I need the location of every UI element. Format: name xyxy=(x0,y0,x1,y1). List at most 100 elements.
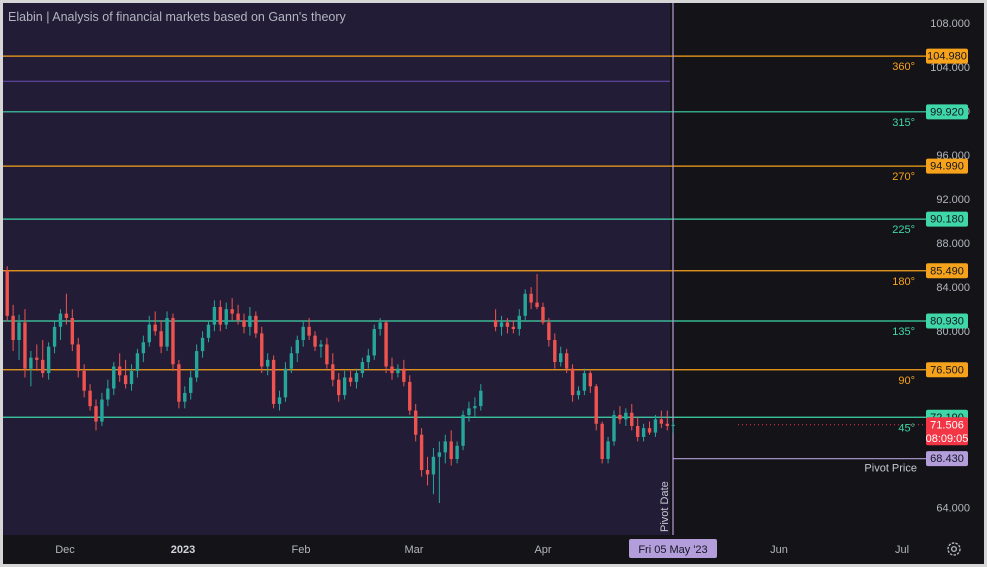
candle-25 xyxy=(153,311,157,336)
candle-38 xyxy=(230,298,234,321)
candle-94 xyxy=(570,364,575,402)
candle-59 xyxy=(354,368,359,389)
candle-40 xyxy=(242,313,246,334)
candle-104 xyxy=(630,403,634,431)
candle-95 xyxy=(576,386,581,400)
candle-5 xyxy=(35,344,39,371)
candle-97 xyxy=(588,370,593,393)
candle-92 xyxy=(559,346,563,367)
time-tick-5: Jun xyxy=(770,544,788,556)
candle-20 xyxy=(123,359,128,389)
pivot-lines: Pivot Price Pivot Date xyxy=(659,3,967,535)
chart-canvas[interactable]: Pivot Price Pivot Date 360° 315° 270° 225° 18… xyxy=(3,3,984,564)
candle-55 xyxy=(331,353,335,387)
price-tick-7: 80.000 xyxy=(936,326,970,338)
candle-49 xyxy=(295,335,299,363)
candle-39 xyxy=(236,304,240,325)
candle-96 xyxy=(582,368,587,396)
candle-8 xyxy=(52,321,57,354)
gann-level-badge-6-label: 76.500 xyxy=(930,364,964,376)
pivot-price-badge-label: 68.430 xyxy=(930,453,964,465)
candle-88 xyxy=(535,273,539,310)
candle-52 xyxy=(313,331,317,352)
candle-100 xyxy=(606,436,610,464)
candle-82 xyxy=(499,315,504,336)
candle-75 xyxy=(449,430,453,466)
candle-3 xyxy=(23,309,27,378)
candle-36 xyxy=(218,300,223,332)
candle-30 xyxy=(183,386,187,409)
candle-71 xyxy=(425,456,430,486)
chart-window[interactable]: Pivot Price Pivot Date 360° 315° 270° 225° 18… xyxy=(3,3,984,564)
gann-angle-label-6: 90° xyxy=(898,375,915,387)
pivot-date-text: Pivot Date xyxy=(659,481,671,532)
candle-50 xyxy=(301,320,305,347)
candle-17 xyxy=(106,379,110,407)
gann-angle-label-0: 360° xyxy=(892,61,915,73)
gann-level-badge-2-label: 94.990 xyxy=(930,161,964,173)
candle-31 xyxy=(189,370,193,400)
candle-62 xyxy=(372,324,376,360)
candle-29 xyxy=(177,359,181,409)
candle-14 xyxy=(88,384,92,411)
candle-84 xyxy=(511,320,516,334)
candle-108 xyxy=(653,414,658,437)
time-axis: Dec 2023 Feb Mar Apr Jun Jul Fri 05 May '23 xyxy=(55,539,909,558)
gann-level-badge-4-label: 85.490 xyxy=(930,265,964,277)
candle-69 xyxy=(413,403,418,442)
candle-61 xyxy=(366,348,371,369)
candle-66 xyxy=(396,364,400,378)
price-tick-6: 84.000 xyxy=(936,282,970,294)
candle-15 xyxy=(94,399,98,431)
candle-101 xyxy=(612,410,616,446)
gann-level-badge-3-label: 90.180 xyxy=(930,214,964,226)
gann-level-badge-2: 94.990 xyxy=(926,158,968,174)
pivot-region xyxy=(3,3,670,535)
candle-10 xyxy=(64,293,69,325)
candle-37 xyxy=(224,302,228,330)
gann-level-badge-5: 80.930 xyxy=(926,313,968,329)
candle-48 xyxy=(289,346,294,374)
candle-44 xyxy=(265,353,270,376)
gann-angle-label-3: 225° xyxy=(892,224,915,236)
candle-43 xyxy=(260,326,264,374)
candle-45 xyxy=(271,355,276,409)
candle-1 xyxy=(11,304,15,352)
candle-64 xyxy=(384,321,388,374)
candle-74 xyxy=(443,434,447,464)
candle-9 xyxy=(58,309,63,341)
current-price-badge: 71.506 08:09:05 xyxy=(926,417,968,446)
candle-70 xyxy=(419,428,424,477)
gann-angle-labels: 360° 315° 270° 225° 180° 135° 90° 45° xyxy=(892,61,915,434)
candle-72 xyxy=(431,447,436,495)
gann-level-badge-4: 85.490 xyxy=(926,263,968,279)
candle-0 xyxy=(5,266,9,322)
candle-99 xyxy=(600,421,604,464)
candle-111 xyxy=(671,421,675,433)
candle-60 xyxy=(360,357,365,378)
candle-47 xyxy=(283,362,288,402)
gann-level-badge-3: 90.180 xyxy=(926,211,968,227)
candle-2 xyxy=(17,314,21,360)
candle-90 xyxy=(547,318,551,347)
candle-85 xyxy=(517,309,521,336)
candle-23 xyxy=(141,335,146,363)
candle-35 xyxy=(212,300,217,332)
gann-level-badge-1-label: 99.920 xyxy=(930,106,964,118)
candle-32 xyxy=(194,344,199,382)
candle-107 xyxy=(647,421,652,435)
candle-78 xyxy=(467,401,471,422)
gann-level-badge-5-label: 80.930 xyxy=(930,315,964,327)
candle-34 xyxy=(206,320,211,343)
pivot-price-text: Pivot Price xyxy=(864,463,917,475)
candle-67 xyxy=(402,359,406,387)
candle-83 xyxy=(505,318,510,334)
candle-106 xyxy=(641,423,646,442)
candle-28 xyxy=(171,313,175,371)
candle-91 xyxy=(553,333,557,369)
candle-4 xyxy=(29,351,33,387)
axis-settings-button[interactable] xyxy=(947,542,961,556)
candlestick-series xyxy=(5,266,675,504)
gann-angle-label-4: 180° xyxy=(892,276,915,288)
candle-21 xyxy=(129,364,134,391)
